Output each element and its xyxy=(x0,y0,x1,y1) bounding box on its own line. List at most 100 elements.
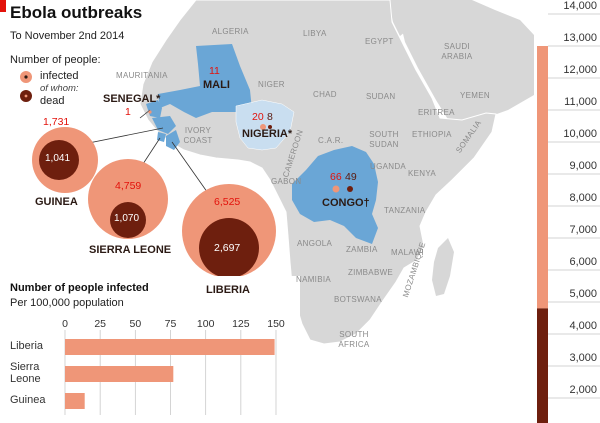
nigeria-dead-number: 8 xyxy=(267,111,273,123)
saudi-arabia-label: SAUDI ARABIA xyxy=(441,42,473,61)
senegal-dot xyxy=(148,110,152,114)
scale-tick-label: 13,000 xyxy=(563,32,597,44)
country-label-mauritania: MAURITANIA xyxy=(116,71,168,80)
country-label-libya: LIBYA xyxy=(303,29,327,38)
country-label-saudi-arabia: SAUDI ARABIA xyxy=(432,42,482,62)
country-label-algeria: ALGERIA xyxy=(212,27,249,36)
sierra-leone-label: SIERRA LEONE xyxy=(89,244,172,256)
congo-infected-number: 66 xyxy=(330,171,342,183)
country-label-zimbabwe: ZIMBABWE xyxy=(348,268,394,277)
scale-tick-label: 6,000 xyxy=(569,256,597,268)
bar-guinea xyxy=(65,393,85,409)
scale-tick-label: 10,000 xyxy=(563,128,597,140)
congo-dead-dot xyxy=(347,186,353,192)
nigeria-infected-dot xyxy=(260,124,266,130)
senegal-connector xyxy=(139,109,151,119)
south-africa-label: SOUTH AFRICA xyxy=(338,330,370,349)
bar-category-line: Liberia xyxy=(10,340,44,352)
south-sudan-label: SOUTH SUDAN xyxy=(369,130,399,149)
country-label-ethiopia: ETHIOPIA xyxy=(412,130,452,139)
bar-liberia xyxy=(65,339,275,355)
scale-tick-label: 11,000 xyxy=(564,96,597,108)
liberia-infected-number: 6,525 xyxy=(214,196,241,208)
bar-sierra-leone xyxy=(65,366,174,382)
sierra-leone-dead-circle xyxy=(110,202,146,238)
senegal-infected-number: 1 xyxy=(125,106,131,118)
bar-category-line: Leone xyxy=(10,372,41,385)
bar-tick-label: 100 xyxy=(196,318,215,330)
madagascar xyxy=(432,238,454,296)
country-label-niger: NIGER xyxy=(258,80,285,89)
country-label-gabon: GABON xyxy=(271,177,302,186)
sierra-leone-infected-circle xyxy=(88,159,168,239)
scale-tick-label: 5,000 xyxy=(569,288,597,300)
country-label-south-africa: SOUTH AFRICA xyxy=(336,330,372,350)
graphic-subtitle: To November 2nd 2014 xyxy=(10,30,125,42)
country-label-yemen: YEMEN xyxy=(460,91,490,100)
scale-tick-label: 9,000 xyxy=(569,160,597,172)
country-label-eritrea: ERITREA xyxy=(418,108,455,117)
scale-tick-label: 14,000 xyxy=(563,0,597,12)
guinea-dead-number: 1,041 xyxy=(45,153,71,164)
legend-title: Number of people: xyxy=(10,54,101,66)
mali-label: MALI xyxy=(203,79,230,91)
scale-dead-bar xyxy=(537,308,548,423)
bar-category-line: Guinea xyxy=(10,394,46,406)
country-label-botswana: BOTSWANA xyxy=(334,295,382,304)
liberia-connector xyxy=(171,141,211,197)
senegal-label: SENEGAL* xyxy=(103,93,161,105)
country-label-namibia: NAMIBIA xyxy=(296,275,331,284)
bar-tick-label: 50 xyxy=(129,318,142,330)
guinea-infected-number: 1,731 xyxy=(43,116,70,128)
bar-tick-label: 75 xyxy=(164,318,177,330)
bar-tick-label: 0 xyxy=(62,318,68,330)
bar-category-label: Liberia xyxy=(10,340,44,353)
guinea-shape xyxy=(152,116,176,134)
bar-chart-subtitle: Per 100,000 population xyxy=(10,297,124,309)
liberia-dead-number: 2,697 xyxy=(214,242,241,254)
scale-tick-label: 12,000 xyxy=(563,64,597,76)
guinea-label: GUINEA xyxy=(35,196,78,208)
legend-dead-label: dead xyxy=(40,95,65,107)
mali-infected-number: 11 xyxy=(209,65,220,77)
congo-infected-dot xyxy=(332,185,340,193)
legend-infected-label: infected xyxy=(40,70,79,82)
sinai-landmass xyxy=(388,0,410,36)
sierra-leone-dead-number: 1,070 xyxy=(114,213,140,224)
liberia-label: LIBERIA xyxy=(206,284,250,296)
country-label-angola: ANGOLA xyxy=(297,239,333,248)
liberia-dead-circle xyxy=(199,218,259,278)
bar-tick-label: 25 xyxy=(94,318,106,330)
guinea-dead-circle xyxy=(39,140,79,180)
scale-tick-label: 4,000 xyxy=(569,320,597,332)
vertical-scale xyxy=(537,13,600,423)
sierra-leone-infected-number: 4,759 xyxy=(115,180,142,192)
scale-tick-label: 7,000 xyxy=(569,224,597,236)
ivory-coast-label: IVORY COAST xyxy=(183,126,213,145)
bar-tick-label: 150 xyxy=(267,318,285,330)
graphic-title: Ebola outbreaks xyxy=(10,3,143,22)
legend-dead-center xyxy=(24,94,28,98)
country-label-south-sudan: SOUTH SUDAN xyxy=(366,130,402,150)
bar-chart xyxy=(64,330,277,415)
liberia-shape xyxy=(166,130,180,150)
bar-category-label: Guinea xyxy=(10,394,46,407)
scale-tick-label: 3,000 xyxy=(569,352,597,364)
nigeria-infected-number: 20 xyxy=(252,111,264,123)
country-label-zambia: ZAMBIA xyxy=(346,245,378,254)
bar-tick-label: 125 xyxy=(232,318,250,330)
bar-chart-title: Number of people infected xyxy=(10,282,149,294)
congo-dead-number: 49 xyxy=(345,171,357,183)
bar-category-line: Sierra xyxy=(10,361,40,373)
country-label-ivory-coast: IVORY COAST xyxy=(182,126,214,146)
country-label-car: C.A.R. xyxy=(318,136,344,145)
legend-infected-center xyxy=(24,75,28,79)
scale-tick-label: 8,000 xyxy=(569,192,597,204)
mali-shape xyxy=(158,44,252,118)
header-red-mark xyxy=(0,0,6,12)
nigeria-label: NIGERIA* xyxy=(242,128,293,140)
country-label-malawi: MALAWI xyxy=(391,248,425,257)
congo-label: CONGO† xyxy=(322,197,370,209)
country-label-uganda: UGANDA xyxy=(370,162,407,171)
